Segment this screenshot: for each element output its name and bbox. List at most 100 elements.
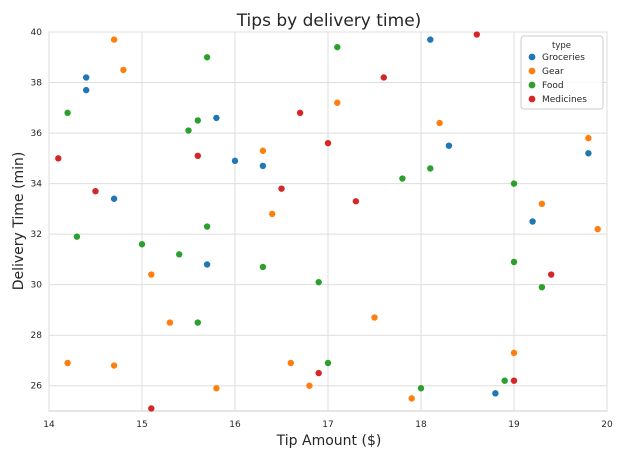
data-point — [380, 74, 387, 81]
data-point — [427, 36, 434, 43]
data-point — [278, 185, 285, 192]
data-point — [352, 198, 360, 205]
data-point — [194, 319, 201, 326]
data-point — [510, 349, 518, 357]
data-point — [83, 74, 90, 81]
data-point — [185, 127, 192, 134]
data-point — [427, 165, 434, 172]
data-point — [529, 218, 536, 225]
data-point — [259, 263, 267, 271]
y-tick-label: 26 — [31, 382, 43, 392]
data-point — [55, 155, 62, 162]
data-point — [213, 114, 220, 122]
legend-marker — [528, 95, 536, 103]
x-tick-label: 15 — [136, 420, 147, 430]
grid-lines — [48, 31, 608, 411]
chart-title: Tips by delivery time) — [236, 11, 422, 31]
data-point — [138, 241, 146, 248]
data-point — [213, 385, 220, 392]
data-point — [110, 362, 118, 369]
data-point — [64, 109, 71, 117]
data-point — [110, 195, 118, 202]
data-point — [269, 210, 276, 218]
data-point — [73, 233, 81, 240]
x-tick-label: 19 — [508, 420, 520, 430]
data-point — [594, 225, 601, 233]
series-gear — [64, 36, 601, 402]
data-point — [315, 278, 322, 286]
data-point — [194, 152, 201, 160]
legend-title: type — [552, 41, 571, 51]
legend-label: Gear — [542, 67, 564, 77]
series-groceries — [83, 36, 592, 397]
x-tick-label: 18 — [415, 420, 427, 430]
data-point — [324, 359, 332, 367]
y-axis-label: Delivery Time (min) — [11, 152, 27, 291]
data-point — [334, 43, 341, 51]
y-tick-label: 38 — [31, 79, 43, 89]
data-point — [492, 390, 499, 397]
data-point — [203, 261, 211, 268]
data-point — [315, 369, 322, 377]
legend-item-groceries: Groceries — [528, 53, 585, 63]
data-point — [371, 314, 378, 321]
data-point — [259, 162, 267, 170]
data-point — [445, 142, 453, 149]
y-tick-label: 30 — [31, 281, 43, 291]
data-point — [538, 283, 546, 291]
data-point — [92, 187, 99, 195]
legend-item-food: Food — [528, 81, 564, 91]
x-tick-label: 14 — [43, 420, 55, 430]
series-medicines — [55, 31, 555, 412]
data-point — [548, 271, 555, 278]
data-point — [148, 271, 155, 278]
legend-item-gear: Gear — [528, 67, 564, 77]
legend-label: Food — [542, 81, 564, 91]
data-point — [203, 223, 211, 230]
data-point — [417, 385, 425, 392]
x-tick-label: 20 — [601, 420, 613, 430]
y-axis-ticks: 26 28 30 32 34 36 38 40 — [31, 28, 43, 392]
data-point — [64, 359, 71, 367]
data-point — [510, 180, 518, 187]
data-point — [585, 150, 592, 157]
legend-marker — [528, 53, 536, 61]
legend-marker — [528, 67, 536, 75]
data-point — [399, 175, 406, 182]
legend-item-medicines: Medicines — [528, 95, 587, 105]
data-point — [585, 134, 592, 142]
data-point — [166, 319, 174, 326]
data-point — [203, 54, 211, 61]
y-tick-label: 34 — [31, 180, 43, 190]
data-point — [501, 377, 508, 384]
legend-label: Medicines — [542, 95, 587, 105]
data-point — [306, 382, 313, 389]
data-point — [259, 147, 267, 154]
data-point — [176, 251, 183, 258]
data-point — [120, 66, 127, 74]
data-points — [55, 31, 601, 412]
plot-area — [48, 31, 608, 412]
data-point — [510, 377, 518, 384]
data-point — [538, 200, 546, 208]
data-point — [148, 405, 155, 412]
data-point — [287, 359, 294, 367]
x-tick-label: 16 — [229, 420, 241, 430]
x-tick-label: 17 — [322, 420, 333, 430]
y-tick-label: 36 — [31, 129, 43, 139]
data-point — [334, 99, 341, 106]
x-axis-label: Tip Amount ($) — [276, 433, 382, 449]
y-tick-label: 40 — [31, 28, 43, 38]
legend-marker — [528, 81, 536, 89]
data-point — [324, 139, 332, 147]
data-point — [231, 157, 239, 165]
data-point — [408, 395, 415, 402]
legend-box — [520, 35, 604, 110]
data-point — [296, 109, 304, 117]
legend: type Groceries Gear Food Medicines — [520, 35, 604, 110]
data-point — [83, 86, 90, 94]
series-food — [64, 43, 546, 392]
y-tick-label: 32 — [31, 230, 42, 240]
data-point — [436, 119, 443, 127]
